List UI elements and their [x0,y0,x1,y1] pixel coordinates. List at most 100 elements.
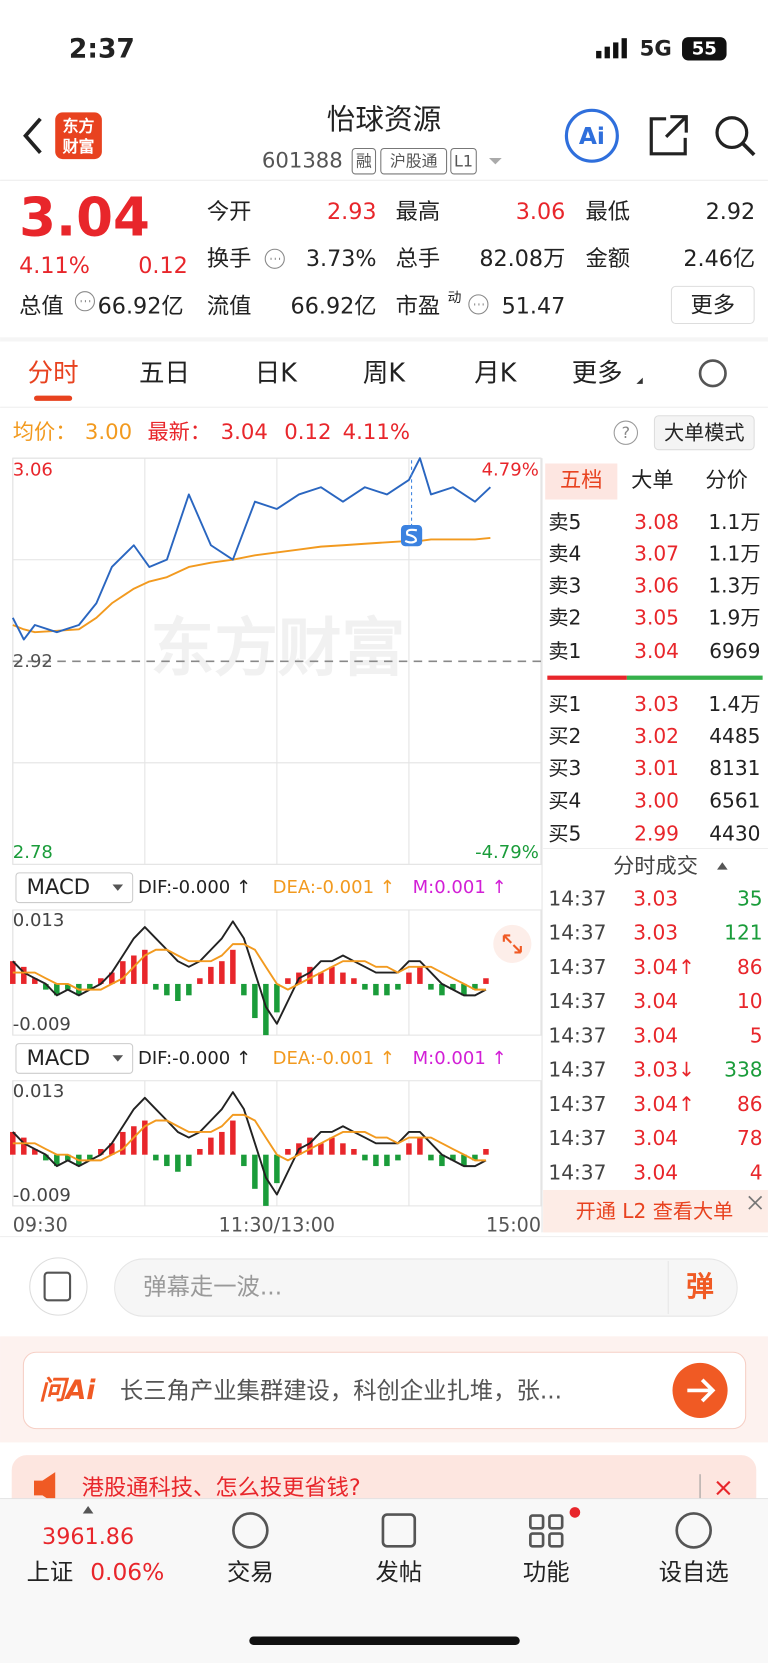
book-volume: 6969 [709,639,760,663]
y-tick-label: 2.78 [13,842,53,863]
trade-price: 3.04↑ [633,1092,695,1116]
network-label: 5G [640,36,672,61]
tab[interactable]: 日K [255,358,298,388]
macd-bar [472,983,478,990]
macd-bar [175,983,181,1002]
ai-button[interactable] [564,108,619,163]
l2-banner[interactable] [543,1189,768,1233]
mode-button[interactable] [653,415,755,451]
book-volume: 8131 [709,756,760,780]
battery-icon [682,37,727,61]
tab[interactable]: 更多 [572,358,623,388]
tab[interactable]: 周K [363,358,406,388]
search-button[interactable] [715,116,749,150]
trade-time: 14:37 [548,921,606,945]
book-price: 3.01 [634,756,679,780]
macd-bar [142,949,148,984]
dropdown-icon [636,377,643,384]
book-label: 卖1 [548,639,581,663]
macd-bar [384,983,390,996]
macd-bar [483,978,489,984]
zoom-icon [502,934,522,954]
nav-label[interactable]: 功能 [523,1558,570,1586]
trade-price: 3.04 [633,1160,678,1184]
trade-time: 14:37 [548,1126,606,1150]
danmaku-button[interactable]: 弹 [686,1270,714,1303]
trade-price: 3.03↓ [633,1058,695,1082]
stock-title: 怡球资源 [327,102,442,136]
zoom-button[interactable] [493,924,532,964]
macd-bar [439,983,445,996]
macd-bar [131,955,137,984]
book-label: 卖5 [548,510,581,534]
macd-bar [208,1137,214,1155]
nav-label[interactable]: 发帖 [376,1558,423,1586]
nav-label[interactable]: 设自选 [659,1558,729,1586]
indicator-selector[interactable] [15,872,134,904]
macd-bar [395,1154,401,1161]
macd-bar [153,1154,159,1161]
y-tick-label: -0.009 [13,1014,71,1035]
help-icon[interactable] [613,420,639,445]
macd-bar [153,983,159,990]
macd-bar [43,983,49,990]
y-tick-label: 0.013 [13,910,65,931]
field-label: 最低 [586,199,631,225]
dropdown-icon[interactable] [488,158,502,165]
indicator-selector[interactable] [15,1043,134,1074]
tab[interactable]: 月K [474,358,517,388]
nav-icons [232,1512,712,1549]
price-line [11,457,492,641]
danmaku-icon [43,1271,72,1302]
book-tab[interactable]: 大单 [631,468,673,493]
macd-bar [428,983,434,990]
macd-bar [384,1154,390,1167]
ai-card[interactable] [22,1351,747,1430]
macd-bar [164,983,170,996]
macd-bar [417,966,423,984]
field-value: 66.92亿 [291,294,377,320]
close-icon[interactable] [716,1480,731,1496]
macd-bar [197,1149,203,1155]
macd-bar [54,1154,60,1167]
nav-label[interactable]: 交易 [227,1558,274,1586]
expand-icon[interactable] [82,1506,94,1514]
trade-volume: 35 [737,886,763,910]
battery-label: 55 [692,38,717,59]
book-volume: 1.3万 [708,573,760,597]
macd-bar [428,1154,434,1161]
info-icon[interactable] [74,291,95,312]
settings-button[interactable] [698,359,727,388]
logo[interactable] [55,112,102,160]
macd-bar [483,1149,489,1155]
tag-box [380,147,448,175]
book-label: 卖4 [548,542,581,566]
comment-input[interactable] [114,1258,738,1317]
macd-bar [142,1120,148,1155]
info-icon[interactable] [264,248,285,269]
macd-bar [285,1149,291,1155]
more-button[interactable] [670,285,755,325]
status-time: 2:37 [69,33,135,64]
book-tab[interactable]: 五档 [560,468,602,493]
macd-bar [252,1154,258,1189]
x-tick-label: 09:30 [13,1213,68,1236]
back-button[interactable] [23,117,42,154]
share-button[interactable] [649,115,688,156]
y-tick-label: 3.06 [13,459,53,480]
info-icon[interactable] [468,294,489,315]
stock-tag: L1 [454,152,473,171]
macd-bar [329,1137,335,1155]
tab[interactable]: 五日 [139,358,190,388]
close-icon[interactable] [748,1195,763,1210]
tab[interactable]: 分时 [28,358,79,388]
danmaku-toggle[interactable] [29,1257,88,1316]
trade-time: 14:37 [548,1058,606,1082]
collapse-icon[interactable] [717,862,728,870]
book-volume: 6561 [709,789,760,813]
field-label: 今开 [207,199,252,225]
ask-bar [547,675,627,680]
book-tab[interactable]: 分价 [705,468,747,493]
